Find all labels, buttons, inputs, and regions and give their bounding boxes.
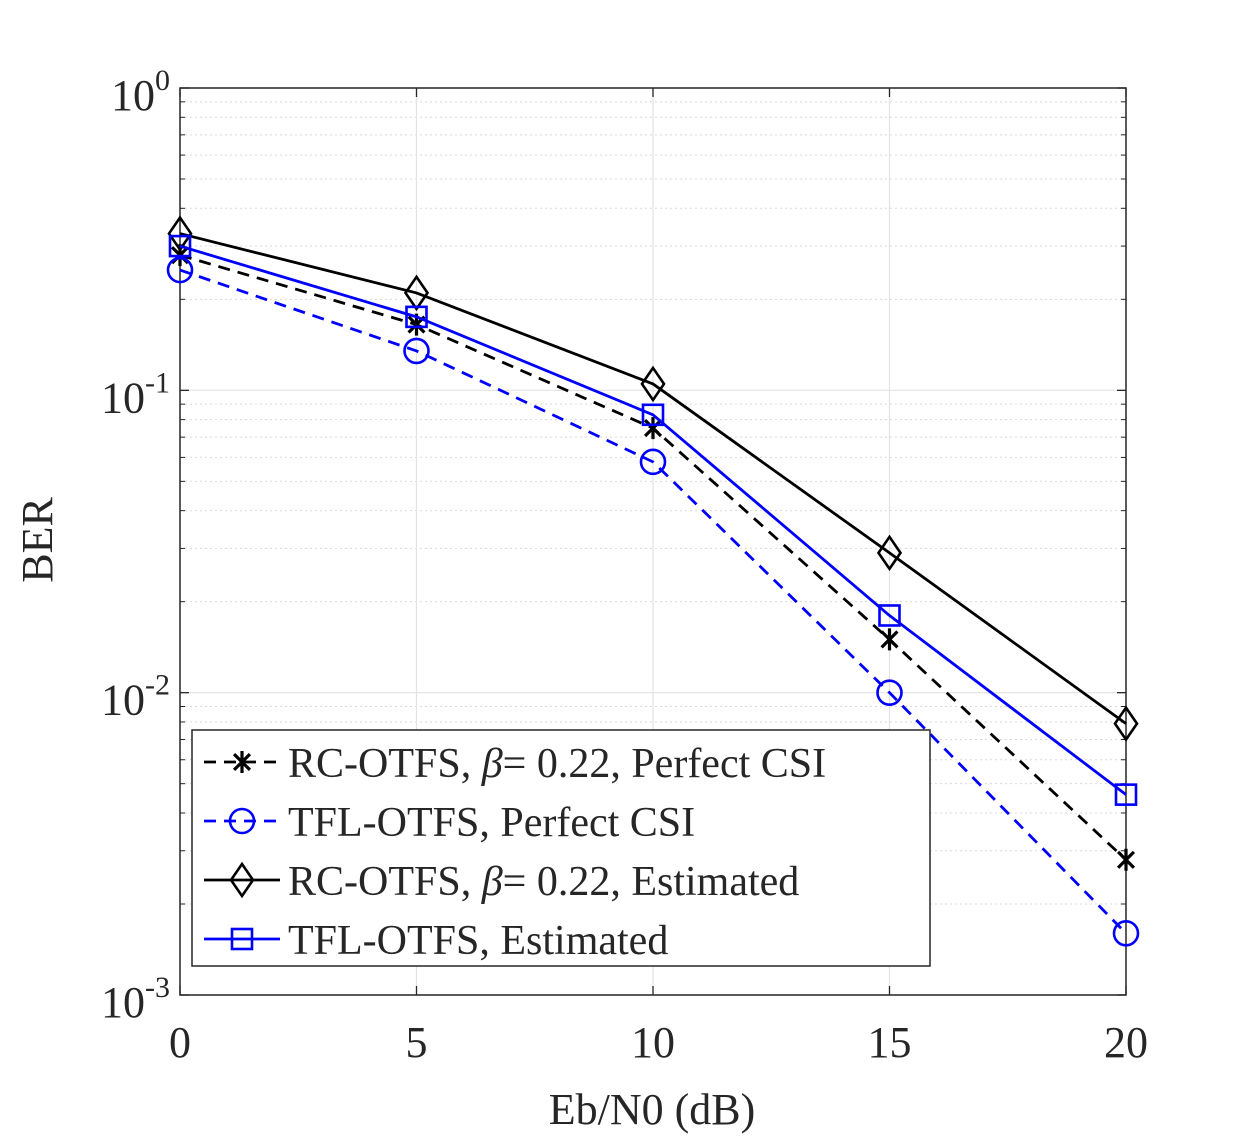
data-point: [167, 215, 193, 252]
legend-marker: [232, 751, 252, 773]
legend-label: TFL-OTFS, Perfect CSI: [288, 800, 695, 846]
x-axis-label: Eb/N0 (dB): [549, 1085, 756, 1134]
legend-entry: RC-OTFS, β= 0.22, Estimated: [204, 859, 799, 905]
legend-label: TFL-OTFS, Estimated: [288, 918, 668, 964]
data-point: [1113, 705, 1139, 742]
series-line: [179, 244, 1127, 796]
data-point: [1116, 848, 1136, 871]
y-tick-label: 10-2: [101, 669, 170, 725]
axes: [179, 87, 1127, 996]
data-point: [641, 403, 665, 427]
legend-label: RC-OTFS, β= 0.22, Estimated: [288, 859, 799, 905]
series-group: [166, 215, 1140, 947]
data-point: [640, 365, 666, 403]
data-point: [405, 305, 428, 329]
data-point: [876, 534, 903, 572]
data-point: [166, 256, 194, 284]
x-tick-label: 10: [631, 1018, 675, 1067]
series-4: [168, 234, 1138, 806]
x-tick-label: 20: [1104, 1018, 1148, 1067]
legend-marker: [230, 927, 254, 951]
x-tick-label: 5: [406, 1018, 428, 1067]
legend: RC-OTFS, β= 0.22, Perfect CSI TFL-OTFS, P…: [191, 729, 931, 967]
legend-label: RC-OTFS, β= 0.22, Perfect CSI: [288, 741, 826, 787]
legend-entry: TFL-OTFS, Estimated: [204, 918, 668, 964]
data-point: [403, 337, 430, 365]
tick-labels: 0 5 10 15 20 100 10-1 10-2 10-3: [101, 64, 1148, 1067]
data-point: [878, 604, 901, 627]
legend-marker: [229, 861, 255, 899]
data-point: [876, 679, 903, 706]
x-tick-label: 15: [868, 1018, 912, 1067]
series-line: [179, 268, 1127, 935]
series-2: [166, 256, 1140, 947]
legend-box: [191, 729, 931, 967]
series-3: [167, 215, 1139, 742]
y-axis-label: BER: [13, 497, 62, 583]
data-point: [880, 628, 899, 651]
legend-marker: [228, 807, 256, 835]
y-tick-label: 10-1: [101, 366, 170, 422]
data-point: [1114, 783, 1138, 806]
series-1: [170, 244, 1136, 871]
data-point: [168, 234, 192, 258]
x-tick-label: 0: [169, 1018, 191, 1067]
data-point: [1112, 919, 1140, 947]
series-line: [179, 232, 1127, 725]
legend-entry: TFL-OTFS, Perfect CSI: [204, 800, 695, 846]
data-point: [639, 448, 667, 476]
y-tick-label: 100: [111, 64, 170, 120]
data-point: [403, 274, 430, 312]
y-tick-label: 10-3: [101, 971, 170, 1027]
legend-entry: RC-OTFS, β= 0.22, Perfect CSI: [204, 741, 826, 787]
data-point: [643, 417, 663, 440]
